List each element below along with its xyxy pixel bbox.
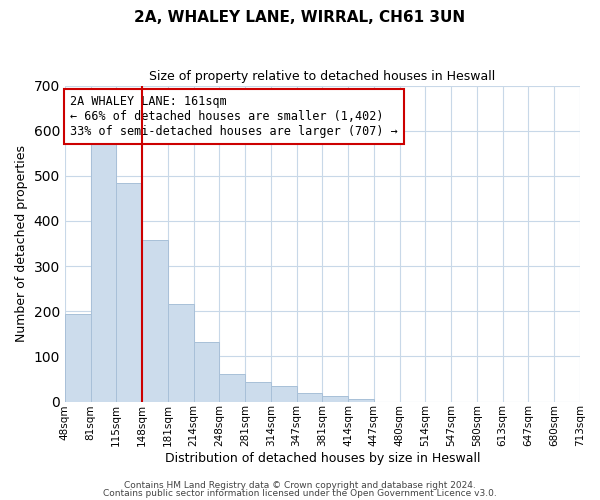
Bar [116,183,142,402]
Bar [65,314,91,402]
Text: Contains HM Land Registry data © Crown copyright and database right 2024.: Contains HM Land Registry data © Crown c… [124,481,476,490]
Bar [91,140,116,402]
Bar [220,374,245,402]
Bar [348,399,374,402]
Title: Size of property relative to detached houses in Heswall: Size of property relative to detached ho… [149,70,496,83]
Text: 2A WHALEY LANE: 161sqm
← 66% of detached houses are smaller (1,402)
33% of semi-: 2A WHALEY LANE: 161sqm ← 66% of detached… [70,95,398,138]
Bar [271,386,296,402]
Bar [194,342,220,402]
Bar [168,304,194,402]
Bar [245,382,271,402]
Bar [296,394,322,402]
Text: Contains public sector information licensed under the Open Government Licence v3: Contains public sector information licen… [103,488,497,498]
Y-axis label: Number of detached properties: Number of detached properties [15,145,28,342]
X-axis label: Distribution of detached houses by size in Heswall: Distribution of detached houses by size … [164,452,480,465]
Bar [142,240,168,402]
Text: 2A, WHALEY LANE, WIRRAL, CH61 3UN: 2A, WHALEY LANE, WIRRAL, CH61 3UN [134,10,466,25]
Bar [322,396,348,402]
